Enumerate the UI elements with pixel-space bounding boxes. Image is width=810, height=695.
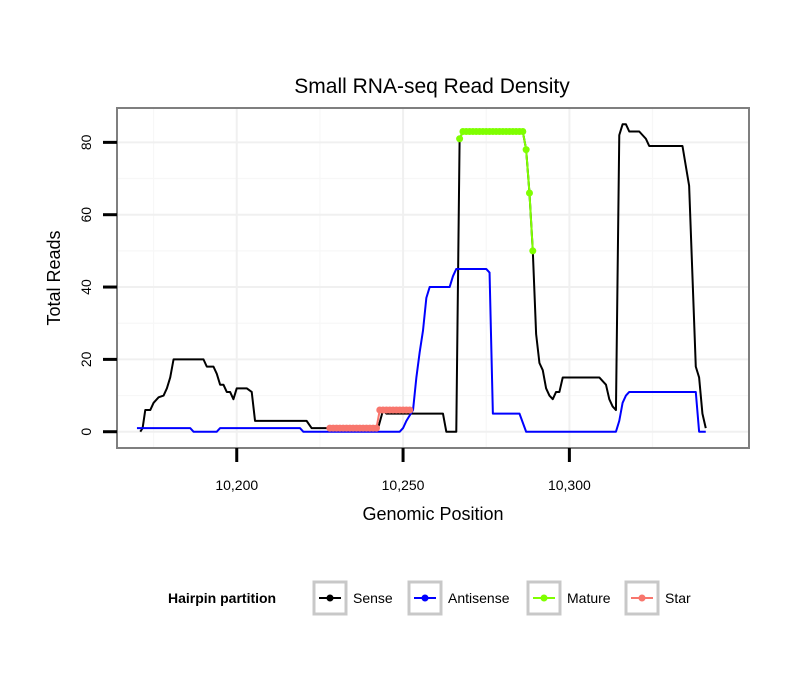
star-point <box>406 406 414 414</box>
legend-item-antisense: Antisense <box>407 580 510 616</box>
chart-title: Small RNA-seq Read Density <box>294 75 570 98</box>
series-antisense <box>136 267 706 433</box>
star-point <box>372 424 380 432</box>
legend-key-point <box>326 594 334 602</box>
x-tick-label: 10,200 <box>215 477 258 493</box>
axis-layer: 10,200 10,250 10,300 0 20 40 60 80 <box>78 134 591 493</box>
x-axis-title: Genomic Position <box>362 504 503 524</box>
legend-label-star: Star <box>665 590 691 606</box>
y-tick-label: 40 <box>78 279 94 295</box>
legend-label-mature: Mature <box>567 590 611 606</box>
series-layer <box>136 123 707 433</box>
mature-point <box>525 189 533 197</box>
legend-key-point <box>540 594 548 602</box>
legend-label-antisense: Antisense <box>448 590 510 606</box>
legend-title: Hairpin partition <box>168 590 276 606</box>
plot-panel <box>117 108 749 448</box>
plot-panel-border <box>116 107 750 449</box>
legend-key-point <box>421 594 429 602</box>
legend-item-sense: Sense <box>312 580 393 616</box>
y-tick-label: 0 <box>78 428 94 436</box>
antisense-line <box>136 267 706 433</box>
legend-label-sense: Sense <box>353 590 393 606</box>
x-tick-label: 10,300 <box>548 477 591 493</box>
series-mature <box>456 128 537 255</box>
series-sense <box>139 123 707 433</box>
legend-item-mature: Mature <box>526 580 611 616</box>
legend-item-star: Star <box>624 580 691 616</box>
mature-point <box>529 247 537 255</box>
legend-key-point <box>638 594 646 602</box>
y-axis-title: Total Reads <box>44 230 64 325</box>
sense-line <box>139 123 707 433</box>
series-star <box>326 406 414 432</box>
y-tick-label: 80 <box>78 134 94 150</box>
mature-point <box>519 128 527 136</box>
y-tick-label: 20 <box>78 351 94 367</box>
mature-point <box>456 135 464 143</box>
mature-point <box>522 146 530 154</box>
legend: Hairpin partition Sense Antisense Mature St… <box>168 580 691 616</box>
x-tick-label: 10,250 <box>382 477 425 493</box>
y-tick-label: 60 <box>78 207 94 223</box>
